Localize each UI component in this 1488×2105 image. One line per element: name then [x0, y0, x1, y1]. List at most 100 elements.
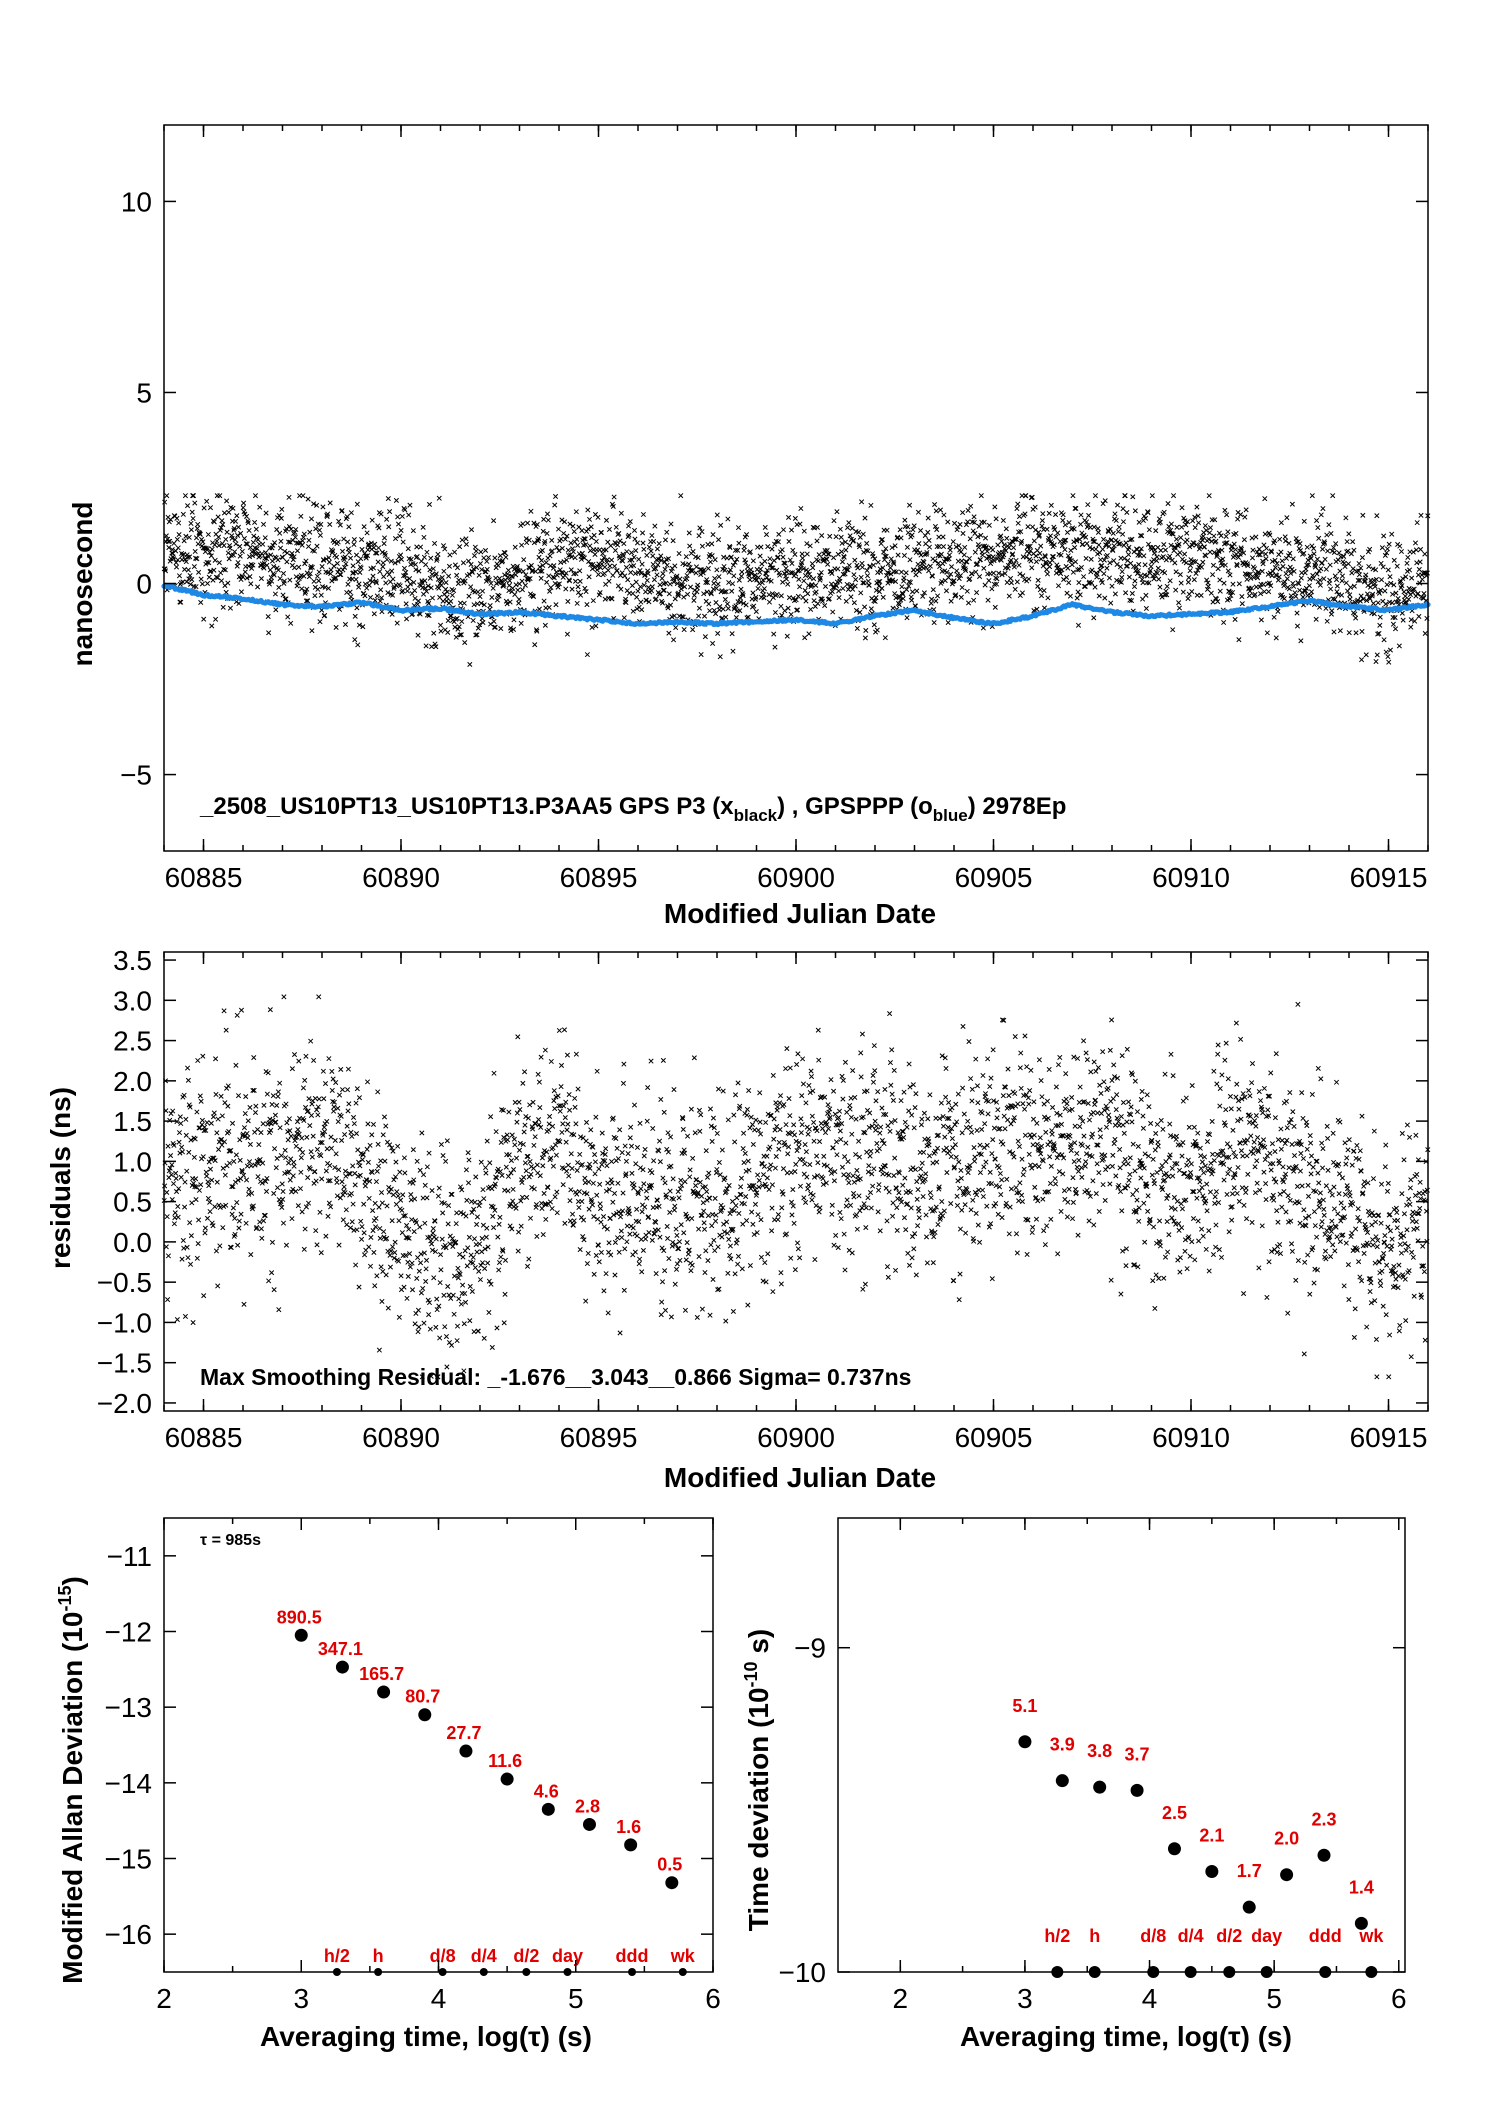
data-point	[496, 593, 502, 599]
data-point	[693, 564, 700, 570]
data-point	[725, 516, 731, 522]
data-point	[286, 539, 292, 545]
data-point	[477, 594, 483, 600]
data-point	[610, 572, 616, 578]
data-point	[218, 578, 225, 584]
data-point	[547, 588, 553, 594]
data-point	[526, 537, 532, 543]
data-point	[822, 603, 828, 609]
data-point	[693, 570, 699, 576]
data-point	[305, 598, 311, 604]
data-point	[743, 560, 749, 566]
data-point	[325, 585, 332, 591]
data-point	[262, 535, 268, 541]
data-point	[264, 562, 270, 568]
data-point	[658, 553, 664, 559]
data-point	[678, 586, 684, 592]
annotation-sub-black: black	[734, 806, 778, 825]
y-tick-label: 10	[121, 186, 152, 217]
data-point	[316, 578, 322, 584]
data-point	[224, 529, 230, 535]
data-point	[525, 576, 531, 582]
data-point	[358, 556, 364, 562]
data-point	[819, 533, 825, 539]
data-point	[575, 584, 581, 590]
data-point	[395, 558, 401, 564]
data-point	[457, 632, 463, 638]
data-point	[187, 554, 193, 560]
data-point	[280, 554, 286, 561]
data-point	[246, 563, 252, 569]
data-point	[737, 608, 743, 614]
data-point	[620, 558, 626, 564]
data-point	[661, 587, 667, 593]
data-point	[361, 524, 367, 530]
data-point	[316, 569, 322, 575]
data-point	[344, 514, 350, 520]
data-point	[590, 598, 596, 604]
data-point	[814, 538, 820, 544]
data-point	[601, 570, 607, 576]
data-point	[247, 544, 253, 550]
data-point	[515, 568, 521, 574]
data-point	[779, 612, 785, 618]
data-point	[684, 572, 690, 579]
data-point	[604, 557, 610, 563]
data-point	[727, 543, 733, 549]
data-point	[258, 575, 264, 582]
data-point	[370, 565, 377, 571]
data-point	[302, 561, 308, 567]
data-point	[296, 564, 302, 570]
data-point	[591, 532, 597, 538]
data-point	[519, 587, 525, 593]
data-point	[628, 569, 634, 576]
data-point	[197, 531, 203, 537]
data-point	[770, 565, 776, 571]
data-point	[644, 577, 650, 583]
data-point	[613, 524, 619, 530]
data-point	[680, 614, 686, 620]
data-point	[376, 545, 382, 551]
time-series-x-axis-title: Modified Julian Date	[664, 898, 936, 929]
data-point	[646, 544, 652, 550]
data-point	[584, 601, 590, 608]
data-point	[457, 600, 464, 606]
data-point	[460, 560, 467, 566]
data-point	[339, 548, 346, 554]
data-point	[215, 514, 221, 520]
data-point	[504, 601, 510, 607]
data-point	[195, 541, 201, 547]
data-point	[538, 575, 544, 581]
data-point	[424, 612, 430, 618]
data-point	[695, 582, 701, 588]
data-point	[360, 624, 366, 630]
data-point	[672, 563, 678, 569]
data-point	[429, 644, 435, 650]
data-point	[455, 626, 461, 632]
data-point	[627, 519, 633, 525]
data-point	[554, 544, 560, 551]
data-point	[572, 578, 579, 584]
data-point	[359, 536, 365, 543]
data-point	[241, 500, 247, 506]
data-point	[618, 586, 624, 592]
data-point	[564, 631, 570, 637]
data-point	[194, 556, 200, 562]
data-point	[640, 530, 646, 536]
data-point	[549, 537, 555, 543]
data-point	[378, 511, 384, 517]
data-point	[247, 573, 253, 580]
data-point	[666, 630, 672, 636]
data-point	[459, 618, 465, 625]
data-point	[341, 536, 347, 542]
data-point	[612, 547, 618, 554]
data-point	[176, 573, 183, 579]
data-point	[570, 523, 576, 529]
data-point	[242, 569, 248, 575]
data-point	[792, 551, 798, 558]
data-point	[705, 541, 711, 547]
data-point	[397, 533, 403, 539]
data-point	[234, 513, 240, 519]
data-point	[422, 578, 428, 584]
data-point	[687, 565, 693, 571]
